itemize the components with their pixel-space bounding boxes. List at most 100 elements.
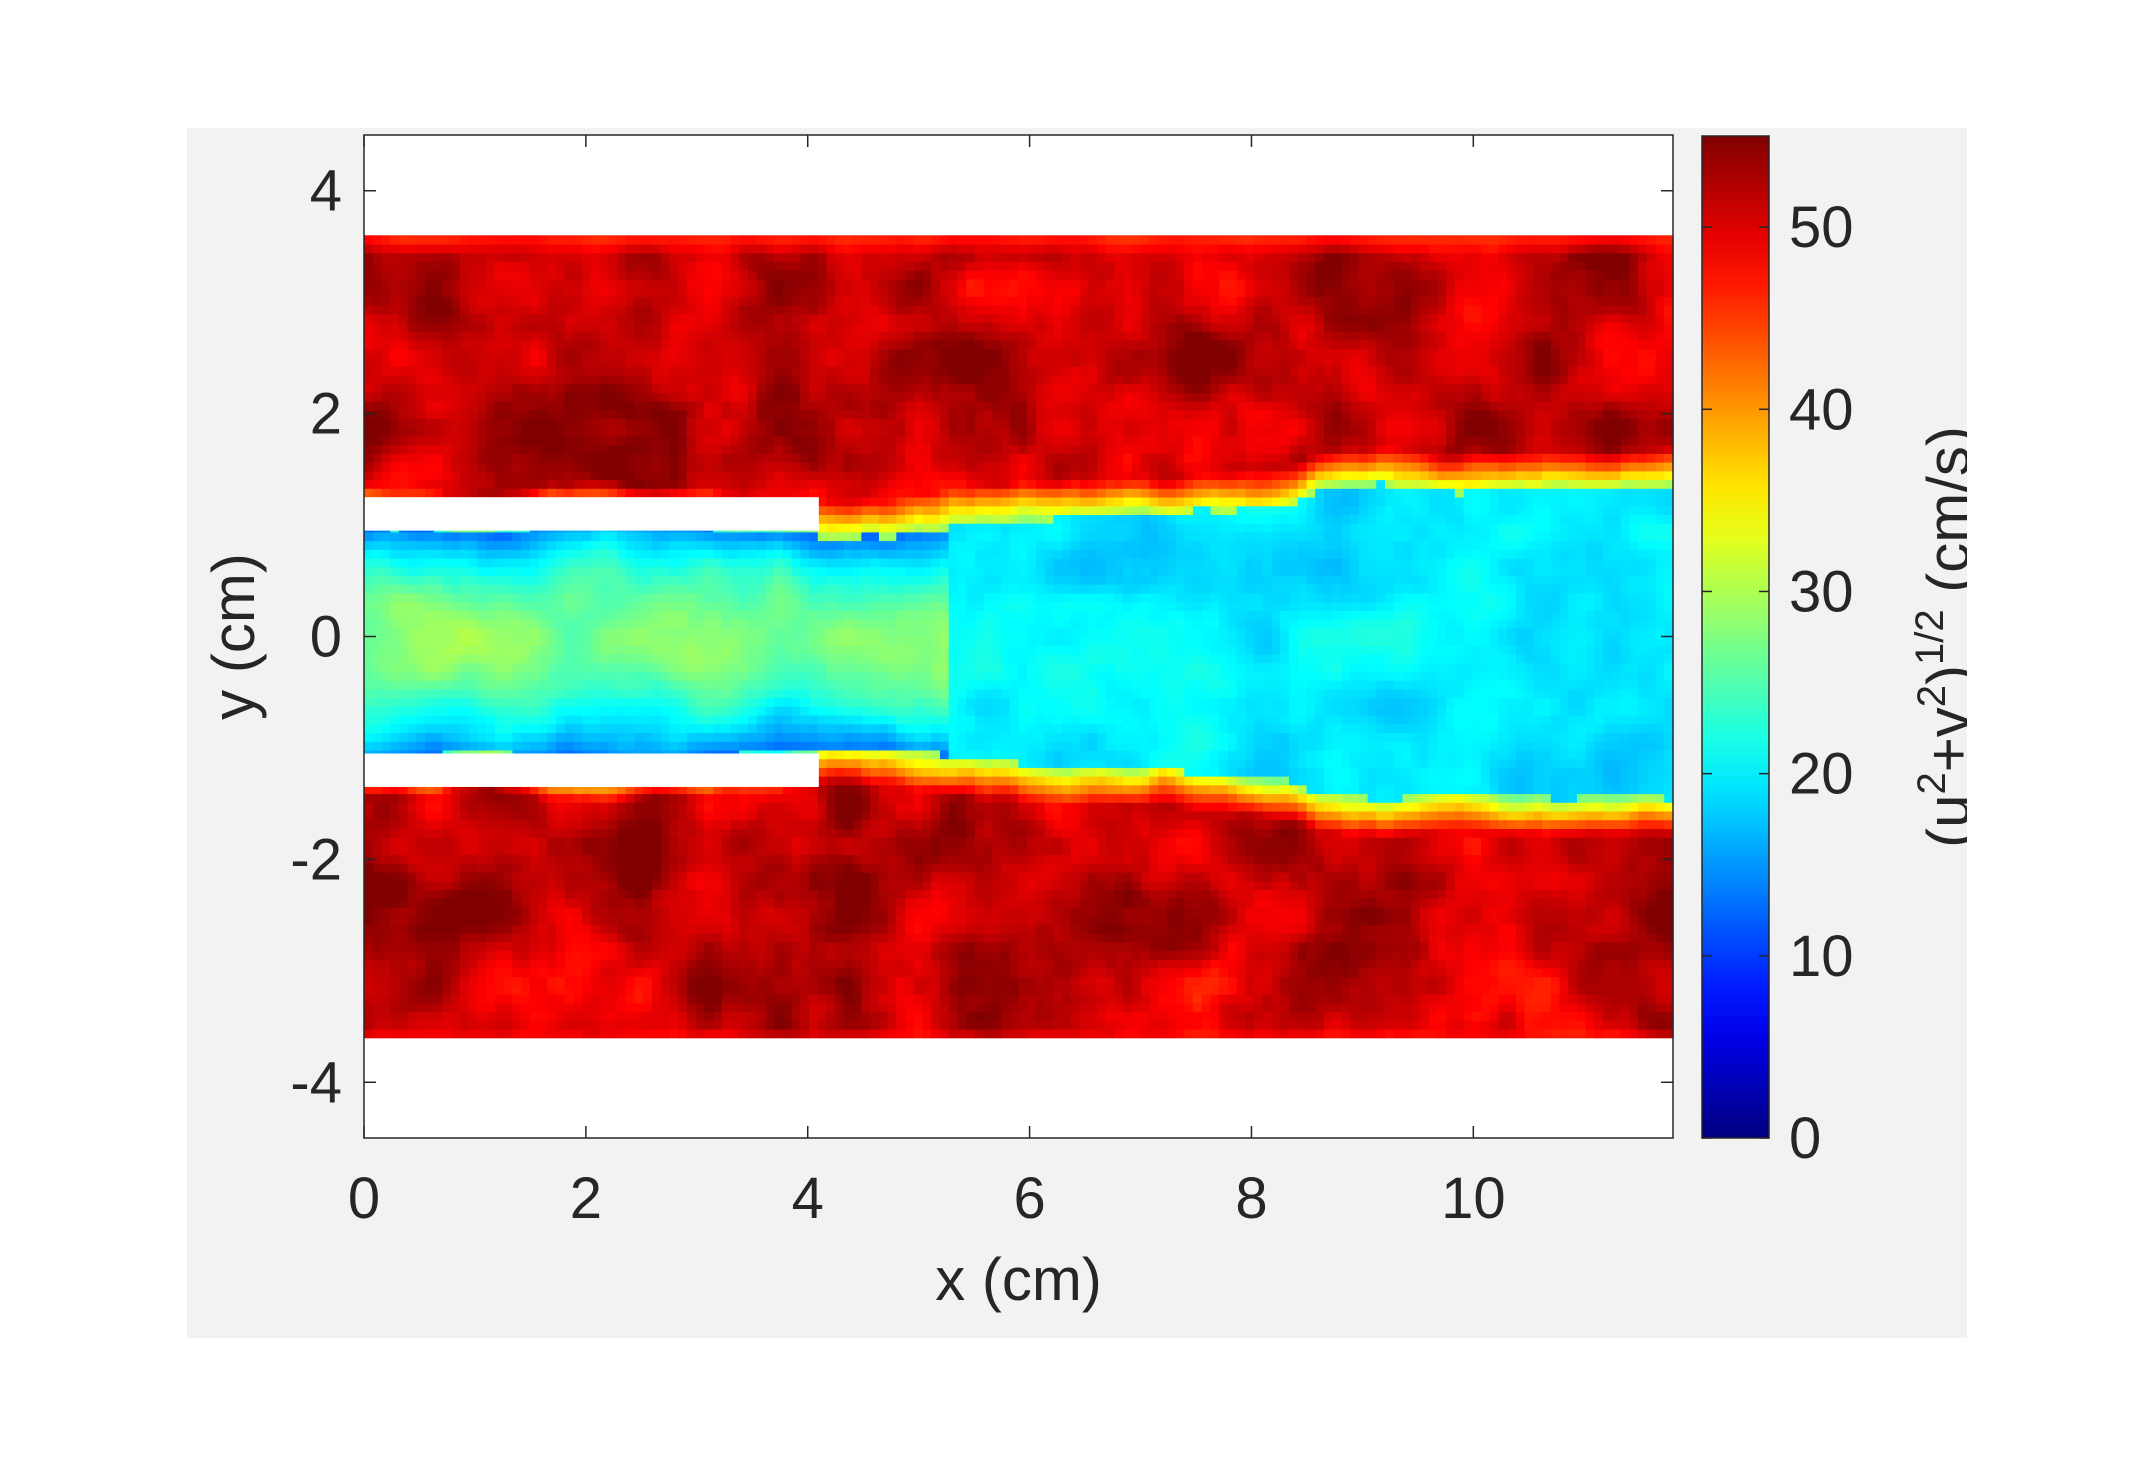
heatmap-cell bbox=[1542, 819, 1552, 829]
heatmap-cell bbox=[905, 985, 915, 995]
heatmap-cell bbox=[1411, 924, 1421, 934]
heatmap-cell bbox=[1559, 872, 1569, 882]
heatmap-cell bbox=[1201, 1011, 1212, 1021]
heatmap-cell bbox=[974, 854, 985, 864]
heatmap-cell bbox=[1315, 776, 1325, 786]
heatmap-cell bbox=[1062, 898, 1072, 908]
heatmap-cell bbox=[826, 802, 836, 812]
heatmap-cell bbox=[704, 863, 714, 873]
heatmap-cell bbox=[1193, 1011, 1203, 1021]
heatmap-cell bbox=[1219, 1002, 1229, 1013]
heatmap-cell bbox=[686, 889, 697, 899]
heatmap-cell bbox=[887, 819, 897, 829]
heatmap-cell bbox=[861, 1020, 871, 1030]
heatmap-cell bbox=[1297, 898, 1308, 908]
heatmap-cell bbox=[634, 880, 644, 890]
heatmap-cell bbox=[1603, 924, 1613, 934]
heatmap-cell bbox=[407, 784, 417, 795]
heatmap-cell bbox=[748, 898, 758, 908]
heatmap-cell bbox=[695, 915, 705, 925]
heatmap-cell bbox=[486, 1020, 496, 1030]
heatmap-cell bbox=[442, 872, 452, 882]
heatmap-cell bbox=[398, 941, 409, 952]
heatmap-cell bbox=[983, 758, 993, 768]
heatmap-cell bbox=[617, 959, 627, 969]
heatmap-cell bbox=[1036, 889, 1046, 899]
heatmap-cell bbox=[599, 1011, 609, 1021]
heatmap-cell bbox=[748, 915, 758, 925]
heatmap-cell bbox=[416, 1011, 426, 1021]
heatmap-cell bbox=[451, 1029, 461, 1039]
heatmap-cell bbox=[416, 863, 426, 873]
heatmap-cell bbox=[1542, 1002, 1552, 1013]
heatmap-cell bbox=[433, 802, 444, 812]
heatmap-cell bbox=[922, 776, 932, 786]
heatmap-cell bbox=[1306, 880, 1316, 890]
heatmap-cell bbox=[1454, 784, 1465, 795]
heatmap-cell bbox=[782, 1002, 793, 1013]
heatmap-cell bbox=[1332, 880, 1342, 890]
heatmap-cell bbox=[1533, 776, 1543, 786]
heatmap-cell bbox=[660, 837, 670, 847]
heatmap-cell bbox=[887, 898, 897, 908]
heatmap-cell bbox=[486, 802, 496, 812]
heatmap-cell bbox=[1158, 915, 1168, 925]
heatmap-cell bbox=[1559, 1011, 1569, 1021]
heatmap-cell bbox=[1472, 837, 1482, 847]
heatmap-cell bbox=[599, 819, 609, 829]
heatmap-cell bbox=[713, 872, 723, 882]
heatmap-cell bbox=[1332, 845, 1342, 856]
heatmap-cell bbox=[1611, 819, 1622, 829]
heatmap-cell bbox=[1097, 967, 1107, 978]
heatmap-cell bbox=[765, 924, 775, 934]
heatmap-cell bbox=[381, 976, 391, 986]
heatmap-cell bbox=[564, 924, 574, 934]
heatmap-cell bbox=[1489, 1020, 1499, 1030]
heatmap-cell bbox=[1297, 967, 1308, 978]
heatmap-cell bbox=[844, 994, 854, 1004]
heatmap-cell bbox=[1114, 950, 1124, 960]
heatmap-cell bbox=[809, 793, 819, 803]
heatmap-cell bbox=[582, 854, 592, 864]
heatmap-cell bbox=[433, 959, 444, 969]
heatmap-cell bbox=[1524, 810, 1534, 821]
heatmap-cell bbox=[1638, 776, 1648, 786]
heatmap-cell bbox=[460, 924, 470, 934]
heatmap-cell bbox=[1481, 880, 1491, 890]
heatmap-cell bbox=[1411, 854, 1421, 864]
heatmap-cell bbox=[940, 845, 950, 856]
heatmap-cell bbox=[1411, 898, 1421, 908]
heatmap-cell bbox=[1629, 933, 1639, 943]
heatmap-cell bbox=[1271, 959, 1281, 969]
heatmap-cell bbox=[887, 1020, 897, 1030]
heatmap-cell bbox=[1245, 837, 1255, 847]
heatmap-cell bbox=[1070, 933, 1081, 943]
heatmap-cell bbox=[390, 906, 400, 917]
heatmap-cell bbox=[1550, 863, 1561, 873]
heatmap-cell bbox=[1402, 863, 1412, 873]
heatmap-cell bbox=[1524, 959, 1534, 969]
heatmap-cell bbox=[538, 819, 548, 829]
heatmap-cell bbox=[398, 1002, 409, 1013]
heatmap-cell bbox=[1594, 1029, 1604, 1039]
heatmap-cell bbox=[1664, 889, 1674, 899]
heatmap-cell bbox=[695, 872, 705, 882]
heatmap-cell bbox=[791, 976, 801, 986]
heatmap-cell bbox=[1341, 845, 1351, 856]
heatmap-cell bbox=[844, 837, 854, 847]
heatmap-cell bbox=[1236, 1029, 1246, 1039]
heatmap-cell bbox=[1184, 1029, 1194, 1039]
heatmap-cell bbox=[748, 863, 758, 873]
heatmap-cell bbox=[1227, 967, 1238, 978]
heatmap-cell bbox=[686, 950, 697, 960]
heatmap-cell bbox=[521, 889, 531, 899]
heatmap-cell bbox=[398, 793, 409, 803]
heatmap-cell bbox=[844, 828, 854, 838]
heatmap-cell bbox=[416, 1029, 426, 1039]
heatmap-cell bbox=[1481, 950, 1491, 960]
heatmap-cell bbox=[1585, 837, 1595, 847]
heatmap-cell bbox=[1149, 906, 1159, 917]
heatmap-cell bbox=[1158, 802, 1168, 812]
heatmap-cell bbox=[660, 845, 670, 856]
heatmap-cell bbox=[425, 959, 435, 969]
